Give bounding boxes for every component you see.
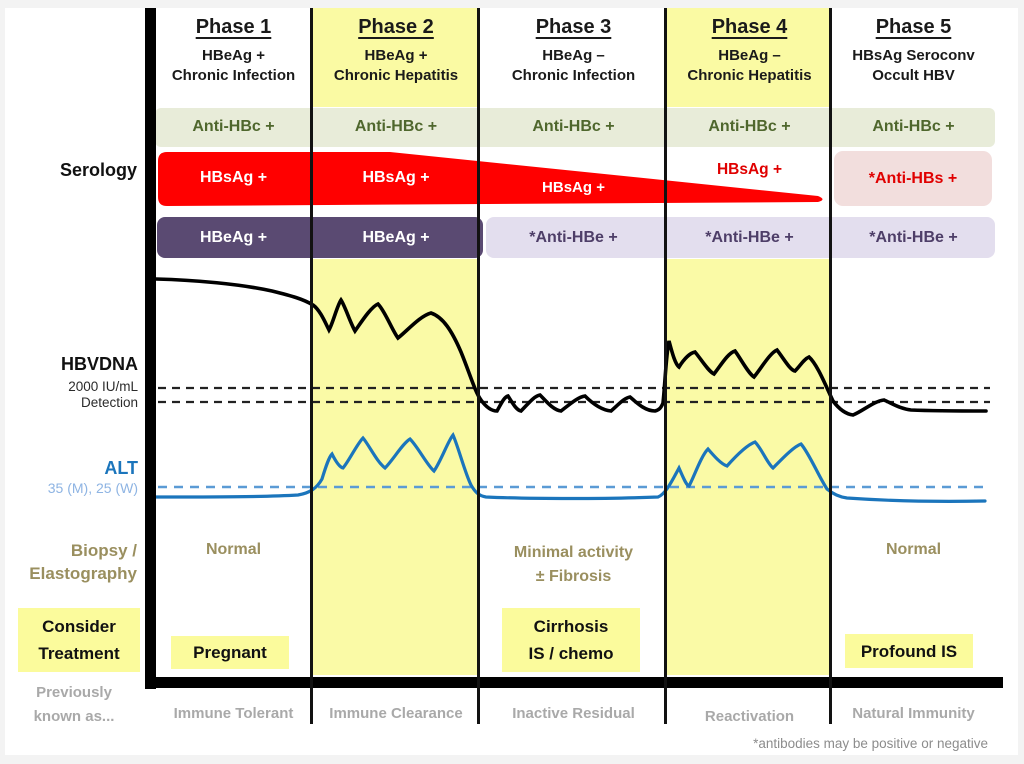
phase-boundary-2-3	[477, 8, 480, 724]
hbsag-label-p3: HBsAg +	[542, 179, 605, 196]
y-axis	[145, 8, 156, 689]
biopsy-row-label: Biopsy / Elastography	[29, 541, 137, 583]
phase5-title: Phase 5	[875, 16, 952, 38]
phase-boundary-3-4	[664, 8, 667, 724]
anti-hbs-label-p5: *Anti-HBs +	[868, 170, 958, 187]
left-margin	[0, 0, 5, 764]
treatment-box-p1: Pregnant	[171, 636, 289, 669]
phase4-header: Phase 4 HBeAg – Chronic Hepatitis	[667, 14, 832, 86]
hbeag-label-p2: HBeAg +	[362, 229, 430, 246]
previously-p4: Reactivation	[704, 708, 795, 725]
anti-hbe-label-p4: *Anti-HBe +	[705, 229, 794, 246]
hbsag-label-p4: HBsAg +	[716, 161, 783, 178]
hbsag-label-p2: HBsAg +	[362, 169, 430, 186]
serology-label: Serology	[59, 160, 137, 180]
phase-boundary-4-5	[829, 8, 832, 724]
alt-label: ALT	[104, 458, 138, 478]
consider-treatment-label: Consider Treatment	[18, 608, 140, 672]
anti-hbe-label-p3: *Anti-HBe +	[529, 229, 618, 246]
footnote: *antibodies may be positive or negative	[753, 736, 988, 751]
hbvdna-label: HBVDNA	[60, 354, 138, 374]
previously-p1: Immune Tolerant	[173, 705, 294, 722]
alt-curve	[154, 432, 987, 503]
hbvdna-curve	[154, 277, 988, 417]
phase3-header: Phase 3 HBeAg – Chronic Infection	[480, 14, 667, 86]
treatment-box-p5: Profound IS	[845, 634, 973, 668]
top-margin	[0, 0, 1024, 8]
anti-hbs-band	[834, 151, 992, 206]
hbvdna-detection-label: Detection	[80, 395, 138, 410]
anti-hbc-label-p2: Anti-HBc +	[354, 118, 438, 135]
biopsy-value-p1: Normal	[205, 541, 262, 558]
phase4-header-highlight	[667, 8, 831, 107]
phase2-title: Phase 2	[358, 16, 434, 38]
phase4-subtitle: HBeAg – Chronic Hepatitis	[687, 47, 812, 84]
right-margin	[1018, 0, 1024, 764]
phase1-header: Phase 1 HBeAg + Chronic Infection	[155, 14, 312, 86]
anti-hbc-label-p1: Anti-HBc +	[192, 118, 275, 135]
phase3-title: Phase 3	[535, 16, 612, 38]
hbeag-label-p1: HBeAg +	[199, 229, 268, 246]
phase2-highlight-strip	[313, 259, 479, 675]
hbvdna-threshold-label: 2000 IU/mL	[68, 379, 138, 394]
treatment-box-p3: Cirrhosis IS / chemo	[502, 608, 640, 672]
phase5-header: Phase 5 HBsAg Seroconv Occult HBV	[832, 14, 995, 86]
previously-known-as-label: Previously known as...	[33, 684, 115, 725]
phase2-header-highlight	[313, 8, 479, 107]
anti-hbc-band	[155, 108, 995, 147]
anti-hbc-label-p5: Anti-HBc +	[872, 118, 955, 135]
anti-hbc-label-p4: Anti-HBc +	[708, 118, 791, 135]
previously-p5: Natural Immunity	[852, 705, 975, 722]
phase2-header: Phase 2 HBeAg + Chronic Hepatitis	[312, 14, 480, 86]
phase2-subtitle: HBeAg + Chronic Hepatitis	[333, 47, 459, 84]
previously-p3: Inactive Residual	[512, 705, 635, 722]
phase1-subtitle: HBeAg + Chronic Infection	[171, 47, 296, 84]
biopsy-value-p5: Normal	[885, 541, 942, 558]
anti-hbc-label-p3: Anti-HBc +	[532, 118, 615, 135]
x-axis	[145, 677, 1003, 688]
phase4-highlight-strip	[667, 259, 831, 675]
hbsag-label-p1: HBsAg +	[199, 169, 268, 186]
phase-boundary-1-2	[310, 8, 313, 724]
anti-hbe-label-p5: *Anti-HBe +	[869, 229, 958, 246]
bottom-margin	[0, 755, 1024, 764]
phase5-subtitle: HBsAg Seroconv Occult HBV	[852, 47, 975, 84]
biopsy-value-p3: Minimal activity ± Fibrosis	[513, 544, 634, 585]
previously-p2: Immune Clearance	[329, 705, 463, 722]
phase4-title: Phase 4	[711, 16, 788, 38]
hbeag-band	[157, 217, 483, 258]
phase3-subtitle: HBeAg – Chronic Infection	[511, 47, 636, 84]
anti-hbe-band	[486, 217, 995, 258]
alt-threshold-label: 35 (M), 25 (W)	[47, 480, 138, 496]
phase1-title: Phase 1	[195, 16, 272, 38]
